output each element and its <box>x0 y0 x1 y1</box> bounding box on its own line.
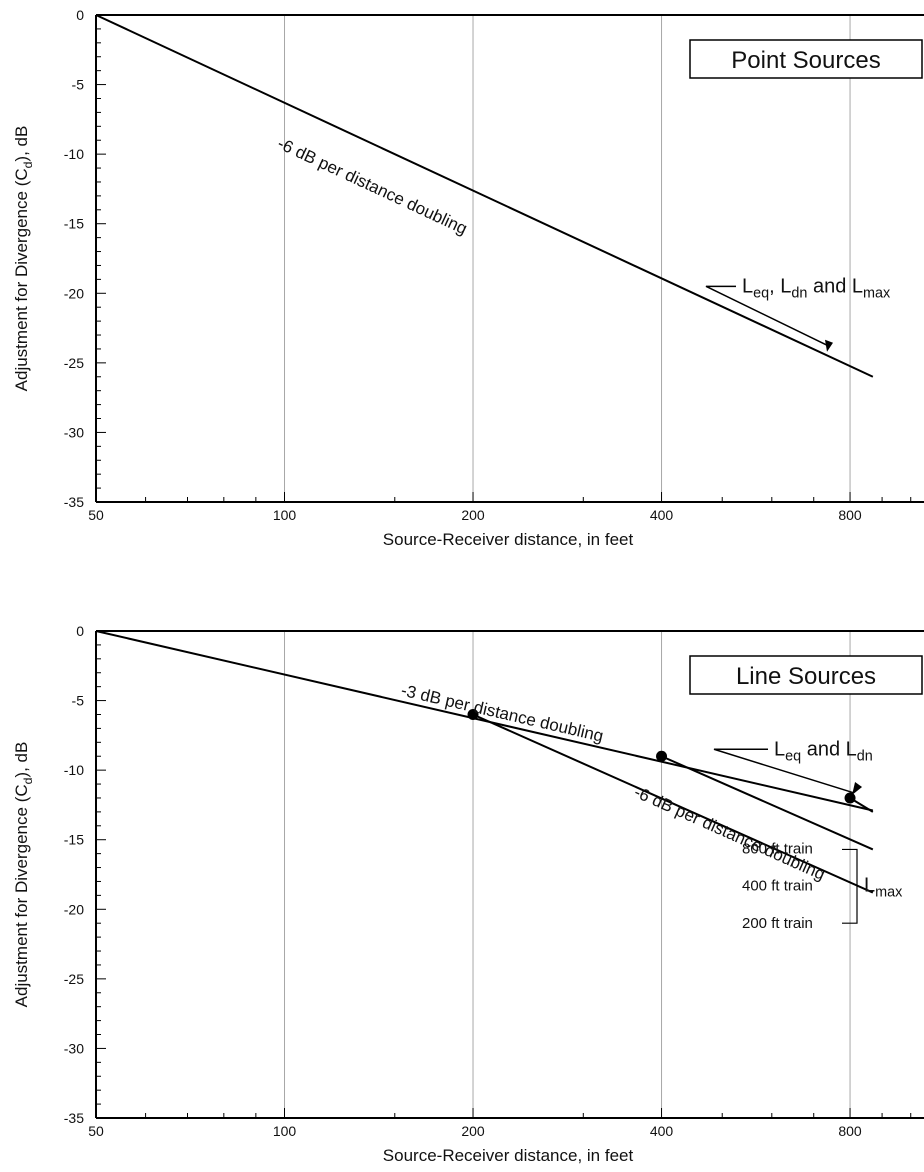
x-tick-label: 50 <box>88 1123 104 1139</box>
x-tick-label: 400 <box>650 1123 674 1139</box>
y-axis-title-part-0: Adjustment for Divergence (C <box>12 168 31 391</box>
y-axis-title: Adjustment for Divergence (Cd), dB <box>12 742 35 1008</box>
y-tick-label: -20 <box>64 285 84 301</box>
y-axis-title-part-1: d <box>21 777 35 784</box>
train-label: 800 ft train <box>742 840 813 857</box>
metric-label-part-1: eq <box>753 285 769 301</box>
y-tick-label: -30 <box>64 1040 84 1056</box>
metric-label-part-1: eq <box>785 748 801 764</box>
data-point-marker <box>467 708 479 720</box>
train-label: 200 ft train <box>742 915 813 932</box>
metric-label-part-2: and L <box>801 738 857 760</box>
y-tick-label: -10 <box>64 146 84 162</box>
metric-label-part-0: L <box>774 738 785 760</box>
y-tick-label: -15 <box>64 216 84 232</box>
metric-leader-arrow <box>852 781 863 795</box>
y-axis-title-part-0: Adjustment for Divergence (C <box>12 784 31 1007</box>
metric-label: Leq, Ldn and Lmax <box>742 275 891 301</box>
metric-label-part-0: L <box>742 275 753 297</box>
y-tick-label: -15 <box>64 832 84 848</box>
x-tick-label: 100 <box>273 1123 297 1139</box>
metric-leader-arrow <box>824 339 833 352</box>
data-point-marker <box>656 750 668 762</box>
y-axis-title: Adjustment for Divergence (Cd), dB <box>12 126 35 392</box>
slope-annotation: -6 dB per distance doubling <box>275 134 471 239</box>
y-tick-label: -5 <box>72 77 85 93</box>
x-tick-label: 50 <box>88 507 104 523</box>
x-tick-label: 200 <box>461 1123 485 1139</box>
lmax-bracket <box>842 848 858 924</box>
y-tick-label: -25 <box>64 355 84 371</box>
y-tick-label: -10 <box>64 762 84 778</box>
metric-label-part-5: max <box>863 285 891 301</box>
x-tick-label: 800 <box>838 1123 862 1139</box>
x-tick-label: 200 <box>461 507 485 523</box>
metric-label-part-3: dn <box>857 748 873 764</box>
x-axis-title: Source-Receiver distance, in feet <box>383 530 634 549</box>
y-tick-label: 0 <box>76 7 84 23</box>
y-tick-label: -30 <box>64 424 84 440</box>
series-line-3 <box>661 755 874 851</box>
y-axis-title-part-2: ), dB <box>12 126 31 162</box>
title-box <box>689 655 923 695</box>
y-tick-label: -35 <box>64 494 84 510</box>
x-tick-label: 400 <box>650 507 674 523</box>
metric-label-part-3: dn <box>791 285 807 301</box>
lmax-label: Lmax <box>864 875 903 901</box>
metric-label-part-2: , L <box>769 275 791 297</box>
x-tick-label: 100 <box>273 507 297 523</box>
lmax-label-part-0: L <box>864 875 875 897</box>
metric-leader-line <box>705 285 829 347</box>
y-tick-label: -25 <box>64 971 84 987</box>
metric-leader-line <box>713 748 855 794</box>
train-label: 400 ft train <box>742 878 813 895</box>
lmax-label-part-1: max <box>875 885 903 901</box>
slope-annotation-3db: -3 dB per distance doubling <box>399 681 605 746</box>
data-point-marker <box>844 792 856 804</box>
x-tick-label: 800 <box>838 507 862 523</box>
y-tick-label: -5 <box>72 693 85 709</box>
slope-annotation-6db: -6 dB per distance doubling <box>631 782 828 884</box>
metric-label: Leq and Ldn <box>774 738 873 764</box>
y-tick-label: -35 <box>64 1110 84 1126</box>
y-tick-label: 0 <box>76 623 84 639</box>
series-line-1 <box>95 14 874 378</box>
y-axis-title-part-2: ), dB <box>12 742 31 778</box>
metric-label-part-4: and L <box>807 275 863 297</box>
x-axis-title: Source-Receiver distance, in feet <box>383 1146 634 1165</box>
title-box <box>689 39 923 79</box>
chart-title: Line Sources <box>736 663 876 690</box>
series-line-2 <box>472 713 874 894</box>
y-axis-title-part-1: d <box>21 161 35 168</box>
chart-title: Point Sources <box>731 47 880 74</box>
series-line-1 <box>95 630 874 812</box>
y-tick-label: -20 <box>64 901 84 917</box>
